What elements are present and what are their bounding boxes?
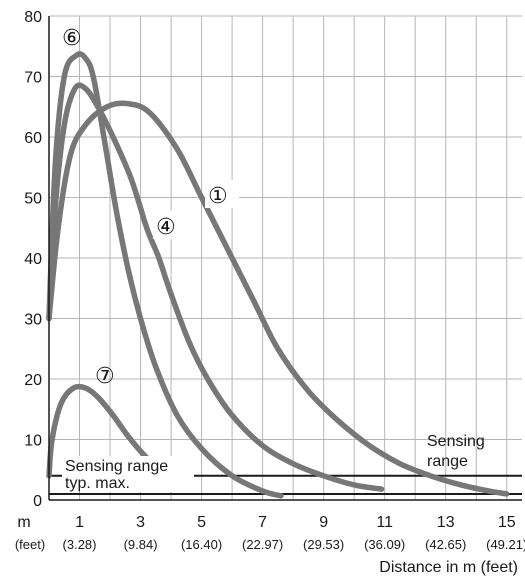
x-tick-feet-label: (49.21) [486, 537, 525, 552]
curve-label-4: ④ [156, 215, 176, 240]
y-tick-label: 80 [24, 9, 42, 26]
curve-label-1-bg [205, 180, 239, 208]
x-tick-label: 1 [75, 514, 84, 531]
x-tick-feet-label: (36.09) [364, 537, 405, 552]
x-tick-feet-label: (16.40) [181, 537, 222, 552]
curve-1-line [46, 100, 510, 497]
x-tick-feet-label: (3.28) [63, 537, 97, 552]
x-tick-feet-label: (9.84) [124, 537, 158, 552]
curve-label-4-bg [153, 211, 185, 239]
curve-label-6: ⑥ [62, 26, 82, 51]
x-tick-feet-label: (29.53) [303, 537, 344, 552]
x-unit-label: m [17, 514, 30, 531]
y-tick-label: 30 [24, 312, 42, 329]
curve-label-1: ① [208, 184, 228, 209]
axes [48, 16, 522, 501]
x-tick-label: 7 [258, 514, 267, 531]
curve-4-line [46, 82, 385, 492]
y-tick-label: 20 [24, 372, 42, 389]
y-tick-label: 50 [24, 191, 42, 208]
x-tick-label: 9 [319, 514, 328, 531]
x-axis-title: Distance in m (feet) [379, 559, 518, 576]
x-tick-label: 15 [498, 514, 516, 531]
x-feet-unit-label: (feet) [15, 537, 45, 552]
sensing-range-typ-max-annotation: Sensing range typ. max. [62, 456, 194, 492]
x-tick-feet-label: (22.97) [242, 537, 283, 552]
grid [49, 15, 522, 500]
sensing-range-typ-max-label-bg [62, 456, 194, 492]
y-tick-label: 40 [24, 251, 42, 268]
x-tick-label: 13 [437, 514, 455, 531]
x-tick-feet-label: (42.65) [425, 537, 466, 552]
y-tick-label: 10 [24, 433, 42, 450]
tick-labels: 0 10 20 30 40 50 60 70 80 1 (3.28) 3 (9.84) 5 (16.40) 7… [24, 9, 525, 552]
sensing-range-annotation: Sensing range [427, 433, 485, 470]
curve-6-line [46, 51, 284, 499]
y-tick-label: 70 [24, 70, 42, 87]
x-tick-label: 5 [197, 514, 206, 531]
sensing-range-label-line1: Sensing [427, 433, 485, 450]
y-tick-label: 0 [33, 493, 42, 510]
curve-labels: ⑥ ① ④ ⑦ [62, 26, 239, 389]
x-tick-label: 11 [376, 514, 393, 531]
x-tick-label: 3 [136, 514, 145, 531]
curve-label-7: ⑦ [95, 364, 115, 389]
curves [46, 51, 510, 499]
y-tick-label: 60 [24, 130, 42, 147]
sensing-range-typ-max-label-line1: Sensing range [65, 458, 168, 475]
sensing-range-label-line2: range [427, 453, 468, 470]
sensing-range-typ-max-label-line2: typ. max. [65, 475, 130, 492]
